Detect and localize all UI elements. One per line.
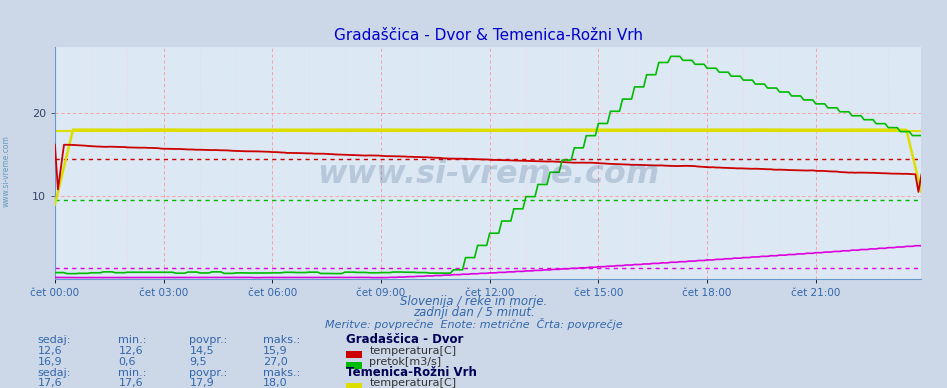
- Text: maks.:: maks.:: [263, 335, 300, 345]
- Text: 27,0: 27,0: [263, 357, 288, 367]
- Text: pretok[m3/s]: pretok[m3/s]: [369, 357, 441, 367]
- Text: www.si-vreme.com: www.si-vreme.com: [317, 159, 659, 190]
- Text: Slovenija / reke in morje.: Slovenija / reke in morje.: [400, 294, 547, 308]
- Text: sedaj:: sedaj:: [38, 368, 71, 378]
- Text: 12,6: 12,6: [38, 346, 63, 356]
- Text: 17,6: 17,6: [38, 378, 63, 388]
- Text: Meritve: povprečne  Enote: metrične  Črta: povprečje: Meritve: povprečne Enote: metrične Črta:…: [325, 318, 622, 330]
- Text: temperatura[C]: temperatura[C]: [369, 346, 456, 356]
- Text: 17,9: 17,9: [189, 378, 214, 388]
- Text: 9,5: 9,5: [189, 357, 207, 367]
- Text: Gradaščica - Dvor: Gradaščica - Dvor: [346, 333, 463, 346]
- Text: Temenica-Rožni Vrh: Temenica-Rožni Vrh: [346, 366, 476, 379]
- Text: maks.:: maks.:: [263, 368, 300, 378]
- Text: 12,6: 12,6: [118, 346, 143, 356]
- Text: min.:: min.:: [118, 368, 147, 378]
- Text: povpr.:: povpr.:: [189, 335, 227, 345]
- Text: temperatura[C]: temperatura[C]: [369, 378, 456, 388]
- Text: 18,0: 18,0: [263, 378, 288, 388]
- Text: 15,9: 15,9: [263, 346, 288, 356]
- Text: www.si-vreme.com: www.si-vreme.com: [2, 135, 11, 207]
- Title: Gradaščica - Dvor & Temenica-Rožni Vrh: Gradaščica - Dvor & Temenica-Rožni Vrh: [333, 28, 643, 43]
- Text: povpr.:: povpr.:: [189, 368, 227, 378]
- Text: zadnji dan / 5 minut.: zadnji dan / 5 minut.: [413, 306, 534, 319]
- Text: sedaj:: sedaj:: [38, 335, 71, 345]
- Text: 0,6: 0,6: [118, 357, 135, 367]
- Text: min.:: min.:: [118, 335, 147, 345]
- Text: 16,9: 16,9: [38, 357, 63, 367]
- Text: 17,6: 17,6: [118, 378, 143, 388]
- Text: 14,5: 14,5: [189, 346, 214, 356]
